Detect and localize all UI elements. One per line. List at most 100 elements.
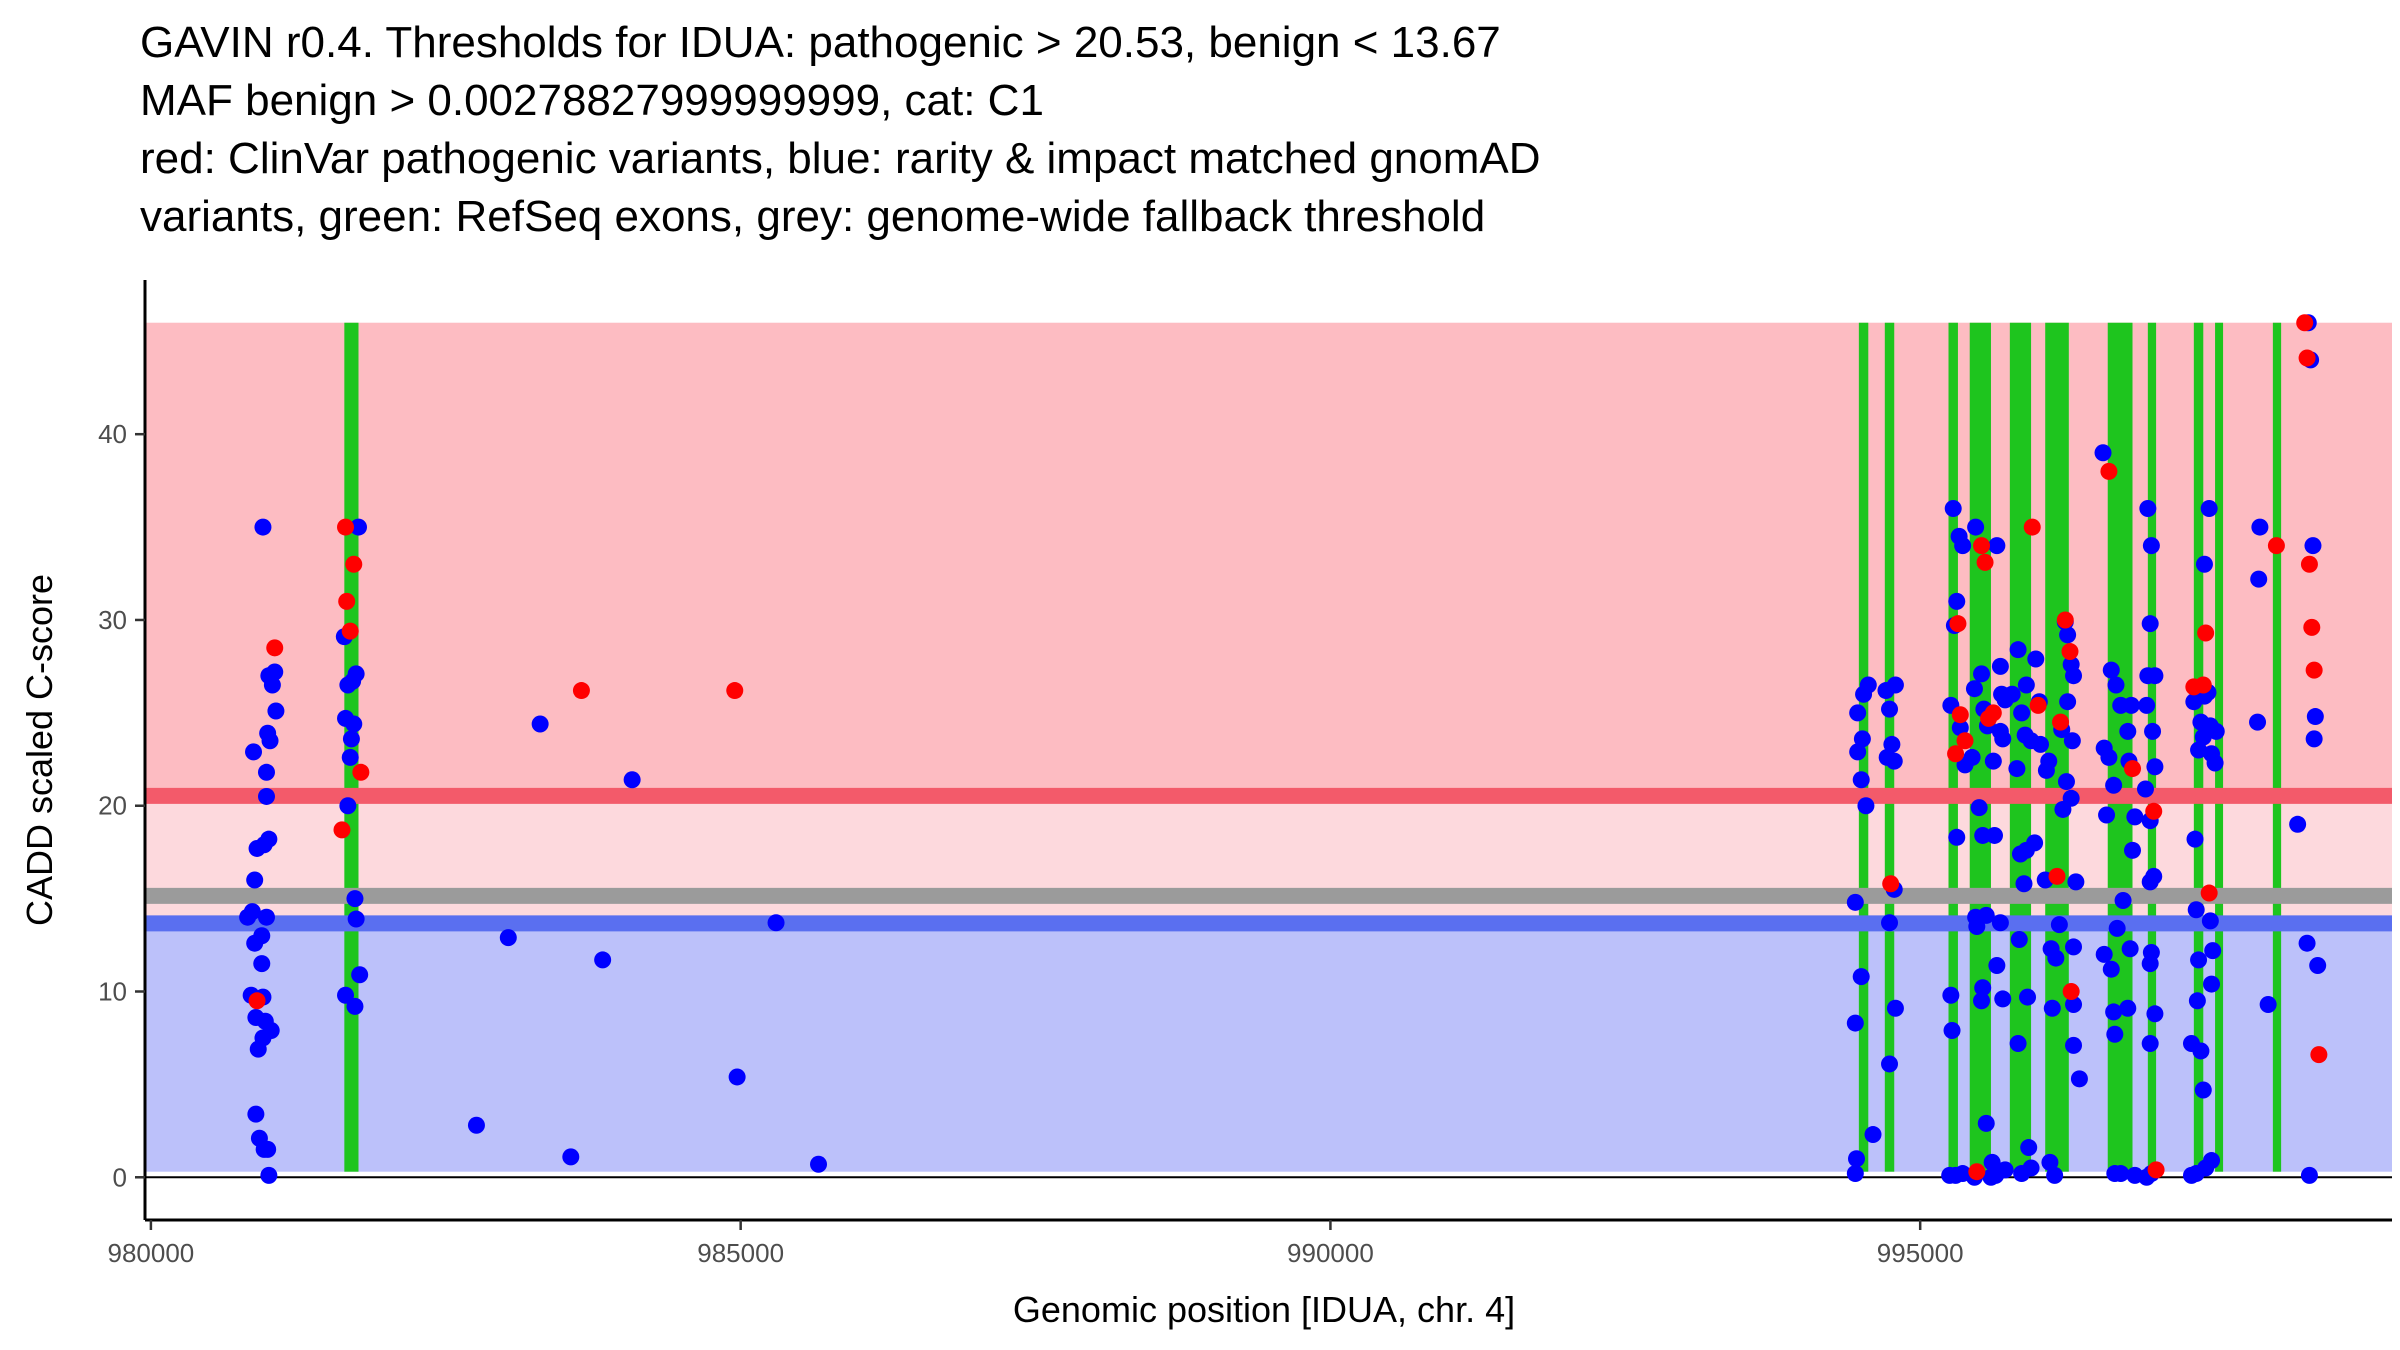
gnomad-point-83 xyxy=(1948,592,1966,610)
gnomad-point-194 xyxy=(2141,615,2159,633)
gnomad-point-56 xyxy=(810,1155,828,1173)
gnomad-point-203 xyxy=(2141,873,2159,891)
clinvar-point-15 xyxy=(1947,745,1965,763)
gnomad-point-237 xyxy=(2250,570,2268,588)
gnomad-point-149 xyxy=(2043,999,2061,1017)
gnomad-point-61 xyxy=(1849,743,1867,761)
gnomad-point-140 xyxy=(2027,650,2045,668)
gnomad-point-186 xyxy=(2119,722,2137,740)
gnomad-point-106 xyxy=(1973,992,1991,1010)
axes: 980000 985000 990000 995000 0 10 20 30 40 xyxy=(98,280,2392,1268)
gnomad-point-41 xyxy=(339,797,357,815)
clinvar-point-8 xyxy=(333,821,351,839)
gnomad-point-220 xyxy=(2188,992,2206,1010)
gnomad-point-132 xyxy=(2011,845,2029,863)
gnomad-point-27 xyxy=(249,1040,267,1058)
gnomad-point-51 xyxy=(499,929,517,947)
gnomad-point-3 xyxy=(263,676,281,694)
gnomad-point-236 xyxy=(2251,518,2269,536)
clinvar-point-5 xyxy=(341,622,359,640)
title-line-4: variants, green: RefSeq exons, grey: gen… xyxy=(140,192,1486,241)
gnomad-point-248 xyxy=(2305,730,2323,748)
gnomad-point-183 xyxy=(2114,891,2132,909)
gnomad-point-187 xyxy=(2126,808,2144,826)
gnomad-point-39 xyxy=(342,730,360,748)
gnomad-point-90 xyxy=(1943,1022,1961,1040)
gnomad-point-235 xyxy=(2203,1152,2221,1170)
gnomad-point-120 xyxy=(1988,956,2006,974)
gnomad-point-197 xyxy=(2138,696,2156,714)
y-tick-label-5: 40 xyxy=(98,419,127,449)
gnomad-point-233 xyxy=(2204,942,2222,960)
gnomad-point-136 xyxy=(2009,1035,2027,1053)
clinvar-point-16 xyxy=(1968,1163,1986,1181)
gnomad-point-45 xyxy=(337,986,355,1004)
gnomad-point-59 xyxy=(1859,676,1877,694)
chart-title: GAVIN r0.4. Thresholds for IDUA: pathoge… xyxy=(140,14,1541,246)
gnomad-point-193 xyxy=(2142,537,2160,555)
gnomad-point-126 xyxy=(2003,685,2021,703)
variant-points xyxy=(239,314,2328,1186)
clinvar-point-14 xyxy=(1956,732,1974,750)
clinvar-point-1 xyxy=(266,639,284,657)
y-tick-label-1: 0 xyxy=(113,1162,127,1192)
gnomad-point-104 xyxy=(1968,917,1986,935)
gnomad-point-32 xyxy=(260,1166,278,1184)
gnomad-point-188 xyxy=(2124,841,2142,859)
gnomad-point-123 xyxy=(1987,1166,2005,1184)
gnomad-point-107 xyxy=(1977,1114,1995,1132)
gnomad-point-154 xyxy=(2059,626,2077,644)
gnomad-point-101 xyxy=(1974,826,1992,844)
x-tick-label-2: 985000 xyxy=(697,1238,784,1268)
gnomad-point-205 xyxy=(2141,955,2159,973)
threshold-lines xyxy=(145,787,2392,1179)
gnomad-point-68 xyxy=(1847,1150,1865,1168)
gnomad-point-54 xyxy=(728,1068,746,1086)
gnomad-point-247 xyxy=(2306,708,2324,726)
gnomad-point-241 xyxy=(2298,934,2316,952)
gnomad-point-89 xyxy=(1942,986,1960,1004)
gnomad-point-137 xyxy=(2020,1139,2038,1157)
gnomad-point-13 xyxy=(260,830,278,848)
title-line-2: MAF benign > 0.00278827999999999, cat: C… xyxy=(140,76,1044,125)
gnomad-point-72 xyxy=(1881,700,1899,718)
clinvar-point-17 xyxy=(1973,537,1991,555)
gnomad-point-157 xyxy=(2059,693,2077,711)
gnomad-point-42 xyxy=(349,518,367,536)
exon-bar-12 xyxy=(2272,322,2282,1172)
gnomad-point-127 xyxy=(2013,704,2031,722)
gnomad-point-207 xyxy=(2141,1035,2159,1053)
gnomad-point-77 xyxy=(1881,914,1899,932)
gnomad-point-66 xyxy=(1846,1014,1864,1032)
gnomad-point-121 xyxy=(1994,990,2012,1008)
gnomad-point-234 xyxy=(2203,975,2221,993)
gnomad-point-1 xyxy=(254,518,272,536)
gnomad-point-223 xyxy=(2182,1035,2200,1053)
gnomad-point-55 xyxy=(767,914,785,932)
gnomad-point-206 xyxy=(2146,1005,2164,1023)
y-tick-label-4: 30 xyxy=(98,605,127,635)
gnomad-point-7 xyxy=(261,732,279,750)
gnomad-point-100 xyxy=(1970,799,1988,817)
gnomad-point-162 xyxy=(2054,800,2072,818)
clinvar-point-38 xyxy=(2298,349,2316,367)
clinvar-point-12 xyxy=(1949,615,1967,633)
gnomad-point-18 xyxy=(257,908,275,926)
gnomad-point-82 xyxy=(1954,537,1972,555)
gnomad-point-20 xyxy=(253,955,271,973)
clinvar-point-37 xyxy=(2296,314,2314,332)
gnomad-point-219 xyxy=(2190,951,2208,969)
title-line-3: red: ClinVar pathogenic variants, blue: … xyxy=(140,134,1541,183)
gnomad-point-119 xyxy=(1991,914,2009,932)
gnomad-point-166 xyxy=(2065,1036,2083,1054)
gnomad-point-200 xyxy=(2136,780,2154,798)
gnomad-point-49 xyxy=(623,771,641,789)
gnomad-point-150 xyxy=(2050,916,2068,934)
clinvar-point-31 xyxy=(2147,1161,2165,1179)
clinvar-point-42 xyxy=(2310,1046,2328,1064)
gnomad-point-67 xyxy=(1864,1126,1882,1144)
gnomad-point-231 xyxy=(2207,722,2225,740)
gnomad-point-167 xyxy=(2070,1070,2088,1088)
gnomad-point-148 xyxy=(2047,949,2065,967)
clinvar-point-36 xyxy=(2267,537,2285,555)
